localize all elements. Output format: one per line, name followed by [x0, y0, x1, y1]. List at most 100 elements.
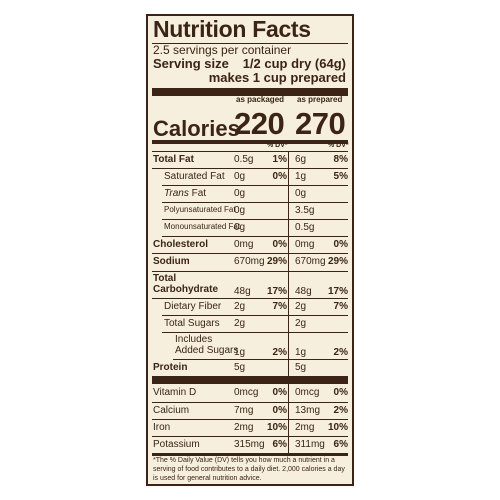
serving-size-prepared: makes 1 cup prepared	[208, 70, 346, 85]
vitamin-row: Potassium 315mg 6% 311mg 6%	[148, 436, 352, 454]
nutrient-name: Iron	[153, 422, 171, 433]
amount-prepared: 2mg	[295, 422, 315, 433]
nutrient-name: Total Fat	[153, 154, 194, 165]
dv-packaged: 0%	[272, 405, 287, 416]
amount-packaged: 0g	[234, 205, 246, 216]
amount-prepared: 0mcg	[295, 387, 320, 398]
calories-label: Calories	[153, 116, 240, 141]
amount-packaged: 670mg	[234, 256, 265, 267]
amount-packaged: 0mcg	[234, 387, 259, 398]
nutrient-name: Sodium	[153, 256, 190, 267]
nutrient-row: Total Sugars 2g 2g	[148, 315, 352, 332]
nutrient-name-line: Added Sugars	[175, 345, 239, 356]
nutrient-name: Includes Added Sugars	[175, 334, 238, 356]
amount-prepared: 48g	[295, 286, 312, 297]
nutrient-name: Protein	[153, 362, 188, 373]
dv-prepared: 2%	[333, 347, 348, 358]
dv-prepared: 5%	[333, 171, 348, 182]
amount-packaged: 7mg	[234, 405, 254, 416]
dv-prepared: 17%	[327, 286, 348, 297]
amount-prepared: 0.5g	[295, 222, 315, 233]
divider	[152, 168, 348, 169]
servings-per-container: 2.5 servings per container	[153, 43, 292, 57]
nutrient-name: Polyunsaturated Fat	[164, 205, 236, 214]
amount-prepared: 1g	[295, 347, 307, 358]
nutrient-name: Cholesterol	[153, 239, 209, 250]
amount-packaged: 48g	[234, 286, 251, 297]
nutrient-name: Total Sugars	[164, 318, 220, 329]
nutrient-row: Total Fat 0.5g 1% 6g 8%	[148, 152, 352, 168]
thick-divider	[152, 88, 348, 96]
amount-packaged: 0g	[234, 171, 246, 182]
amount-packaged: 2g	[234, 318, 246, 329]
nutrient-row: Cholesterol 0mg 0% 0mg 0%	[148, 236, 352, 253]
divider	[173, 359, 348, 360]
dv-packaged: 2%	[272, 347, 287, 358]
medium-divider	[152, 140, 348, 144]
dv-packaged: 0%	[272, 171, 287, 182]
nutrient-row: Saturated Fat 0g 0% 1g 5%	[148, 168, 352, 185]
nutrient-name: Saturated Fat	[164, 171, 225, 182]
nutrient-name-line: Carbohydrate	[153, 284, 219, 295]
dv-prepared: 10%	[327, 422, 348, 433]
serving-size-label: Serving size	[153, 56, 229, 71]
label-title: Nutrition Facts	[153, 16, 311, 42]
nutrient-row: Monounsaturated Fat 0g 0.5g	[148, 219, 352, 236]
amount-prepared: 3.5g	[295, 205, 315, 216]
dv-prepared: 6%	[333, 439, 348, 450]
dv-packaged: 29%	[266, 256, 287, 267]
amount-packaged: 5g	[234, 362, 246, 373]
amount-prepared: 2g	[295, 301, 307, 312]
nutrient-name-line: Includes	[175, 334, 213, 345]
amount-packaged: 0g	[234, 222, 246, 233]
divider	[152, 419, 348, 420]
divider	[152, 402, 348, 403]
nutrient-row: Polyunsaturated Fat 0g 3.5g	[148, 202, 352, 219]
divider	[152, 298, 348, 299]
footnote: *The % Daily Value (DV) tells you how mu…	[153, 457, 345, 482]
dv-packaged: 10%	[266, 422, 287, 433]
dv-packaged: 6%	[272, 439, 287, 450]
divider	[152, 43, 348, 44]
divider	[162, 315, 348, 316]
amount-packaged: 0g	[234, 188, 246, 199]
nutrient-name: Total Carbohydrate	[153, 273, 218, 295]
amount-packaged: 2g	[234, 301, 246, 312]
nutrient-name: Potassium	[153, 439, 200, 450]
amount-prepared: 13mg	[295, 405, 321, 416]
column-separator	[288, 152, 289, 376]
nutrient-row: Total Carbohydrate 48g 17% 48g 17%	[148, 271, 352, 298]
divider	[162, 185, 348, 186]
nutrient-row: Sodium 670mg 29% 670mg 29%	[148, 253, 352, 271]
divider	[152, 271, 348, 272]
dv-packaged: 1%	[272, 154, 287, 165]
nutrient-name-italic: Trans	[164, 188, 189, 199]
amount-prepared: 6g	[295, 154, 307, 165]
amount-prepared: 0g	[295, 188, 307, 199]
divider	[162, 236, 348, 237]
medium-divider	[152, 453, 348, 456]
divider	[162, 219, 348, 220]
column-header-prepared: as prepared	[297, 95, 343, 104]
nutrient-row: Dietary Fiber 2g 7% 2g 7%	[148, 298, 352, 315]
amount-packaged: 315mg	[234, 439, 265, 450]
dv-packaged: 0%	[272, 239, 287, 250]
amount-prepared: 5g	[295, 362, 307, 373]
nutrition-facts-label: Nutrition Facts 2.5 servings per contain…	[146, 14, 354, 486]
divider	[162, 202, 348, 203]
amount-prepared: 311mg	[295, 439, 325, 450]
nutrient-name-rest: Fat	[188, 188, 207, 199]
column-header-packaged: as packaged	[236, 95, 285, 104]
nutrient-name: Monounsaturated Fat	[164, 222, 241, 231]
nutrient-row: Trans Fat 0g 0g	[148, 185, 352, 202]
amount-prepared: 670mg	[295, 256, 326, 267]
nutrient-name-line: Total	[153, 273, 177, 284]
divider	[162, 332, 348, 333]
nutrient-row: Protein 5g 5g	[148, 359, 352, 376]
nutrient-name: Trans Fat	[164, 188, 206, 199]
divider	[152, 151, 348, 152]
amount-prepared: 2g	[295, 318, 307, 329]
amount-prepared: 1g	[295, 171, 307, 182]
vitamin-row: Vitamin D 0mcg 0% 0mcg 0%	[148, 384, 352, 402]
dv-prepared: 7%	[333, 301, 348, 312]
